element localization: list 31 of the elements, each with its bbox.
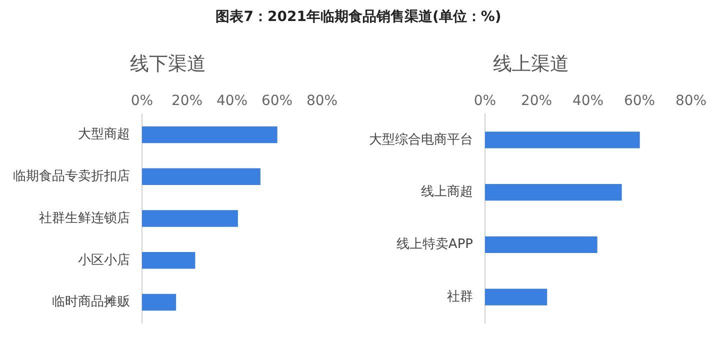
y-tick-label: 社群生鲜连锁店 bbox=[39, 210, 130, 226]
bar bbox=[142, 294, 176, 311]
text: 图表7：2021年临期食品销售渠道(单位：%) bbox=[214, 8, 502, 26]
x-tick-label: 20% bbox=[520, 93, 552, 110]
x-tick-label: 40% bbox=[216, 93, 248, 110]
x-tick-label: 40% bbox=[572, 93, 604, 110]
bar bbox=[142, 210, 238, 227]
x-tick-label: 0% bbox=[130, 93, 154, 110]
y-tick-label: 临时商品摊贩 bbox=[52, 294, 130, 310]
y-tick-label: 线上特卖APP bbox=[396, 237, 474, 252]
chart-subtitle: 线下渠道 bbox=[130, 52, 206, 77]
y-tick-label: 社群 bbox=[447, 289, 473, 304]
y-tick-label: 大型商超 bbox=[78, 127, 130, 142]
x-tick-label: 20% bbox=[171, 93, 203, 110]
x-tick-label: 80% bbox=[306, 93, 338, 110]
bar bbox=[142, 252, 196, 269]
bar bbox=[142, 126, 278, 144]
y-tick-label: 临期食品专卖折扣店 bbox=[13, 168, 130, 184]
x-tick-label: 80% bbox=[675, 93, 707, 110]
bar bbox=[485, 236, 598, 254]
y-tick-label: 线上商超 bbox=[421, 184, 473, 200]
x-tick-label: 60% bbox=[261, 93, 293, 110]
y-tick-label: 小区小店 bbox=[78, 252, 130, 268]
y-tick-label: 大型综合电商平台 bbox=[369, 132, 473, 148]
x-tick-label: 60% bbox=[624, 93, 656, 110]
bar bbox=[142, 168, 260, 185]
chart-subtitle: 线上渠道 bbox=[493, 52, 569, 77]
x-tick-label: 0% bbox=[474, 93, 496, 110]
bar bbox=[485, 132, 640, 148]
bar bbox=[485, 288, 548, 306]
bar bbox=[485, 184, 622, 201]
